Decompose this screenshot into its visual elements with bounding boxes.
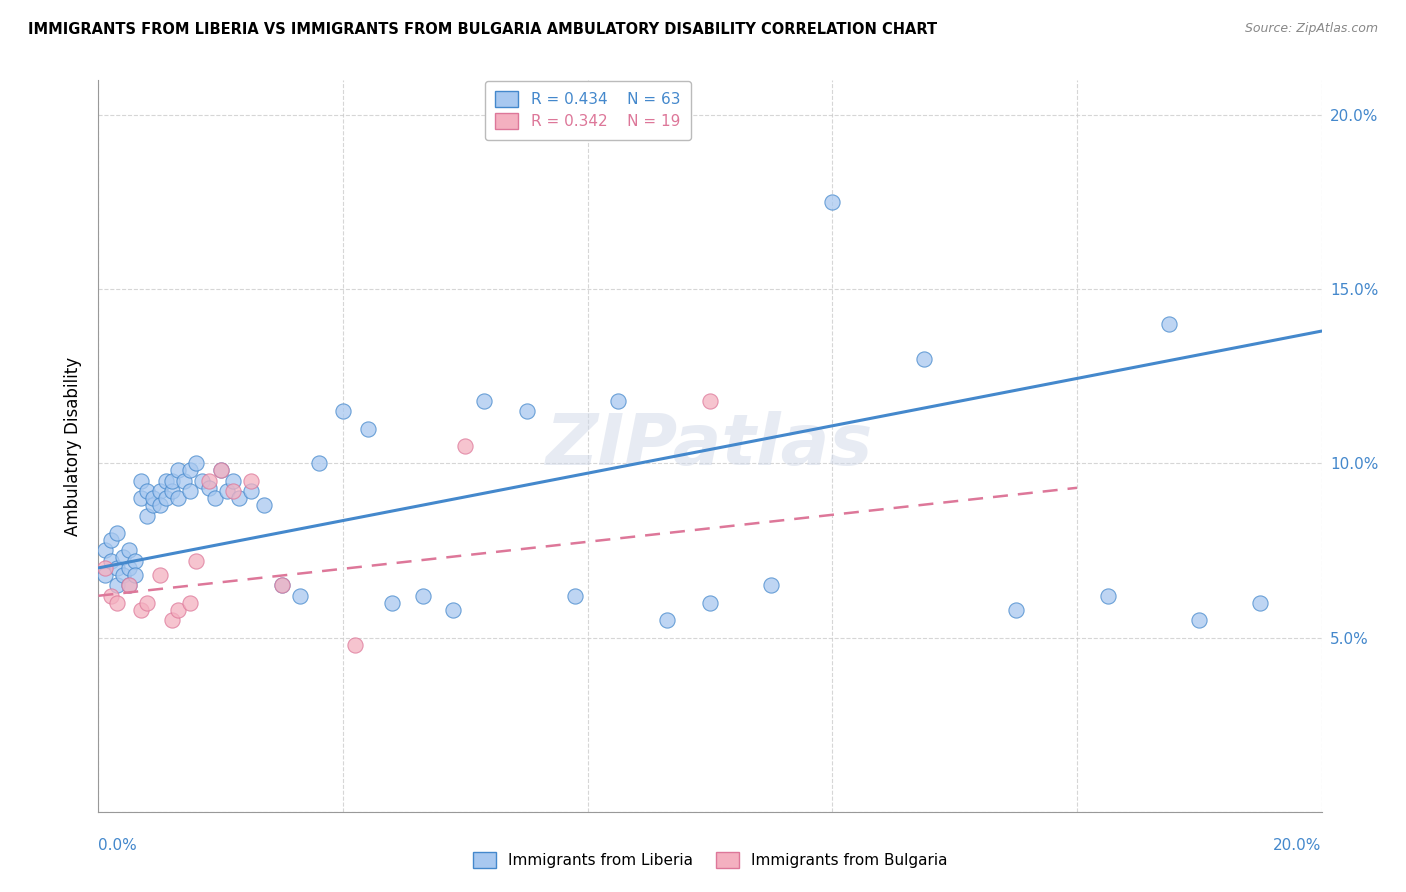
Point xyxy=(179,596,201,610)
Text: IMMIGRANTS FROM LIBERIA VS IMMIGRANTS FROM BULGARIA AMBULATORY DISABILITY CORREL: IMMIGRANTS FROM LIBERIA VS IMMIGRANTS FR… xyxy=(28,22,938,37)
Point xyxy=(167,491,190,506)
Point xyxy=(607,393,630,408)
Point xyxy=(149,567,172,582)
Point xyxy=(118,543,141,558)
Point xyxy=(155,491,177,506)
Point xyxy=(356,421,378,435)
Point xyxy=(142,491,165,506)
Point xyxy=(240,474,263,488)
Y-axis label: Ambulatory Disability: Ambulatory Disability xyxy=(65,357,83,535)
Point xyxy=(100,554,122,568)
Point xyxy=(344,638,367,652)
Point xyxy=(222,474,245,488)
Point xyxy=(105,596,128,610)
Text: ZIPatlas: ZIPatlas xyxy=(547,411,873,481)
Point xyxy=(186,457,208,471)
Point xyxy=(222,484,245,499)
Point xyxy=(381,596,404,610)
Point xyxy=(136,508,159,523)
Point xyxy=(160,484,183,499)
Point xyxy=(129,603,152,617)
Point xyxy=(160,474,183,488)
Point xyxy=(111,567,134,582)
Point xyxy=(912,351,935,366)
Point xyxy=(118,561,141,575)
Point xyxy=(136,596,159,610)
Point xyxy=(252,498,274,512)
Point xyxy=(186,554,208,568)
Point xyxy=(240,484,263,499)
Point xyxy=(1097,589,1119,603)
Point xyxy=(118,578,141,592)
Point xyxy=(129,474,152,488)
Point xyxy=(100,589,122,603)
Point xyxy=(204,491,226,506)
Point xyxy=(105,526,128,541)
Point xyxy=(699,596,721,610)
Point xyxy=(657,613,679,627)
Point xyxy=(173,474,195,488)
Text: 20.0%: 20.0% xyxy=(1274,838,1322,854)
Point xyxy=(209,463,232,477)
Text: 0.0%: 0.0% xyxy=(98,838,138,854)
Point xyxy=(412,589,434,603)
Point xyxy=(290,589,312,603)
Point xyxy=(1188,613,1211,627)
Point xyxy=(516,404,538,418)
Point xyxy=(472,393,495,408)
Point xyxy=(699,393,721,408)
Point xyxy=(124,567,146,582)
Point xyxy=(228,491,250,506)
Point xyxy=(209,463,232,477)
Point xyxy=(215,484,238,499)
Point xyxy=(93,567,115,582)
Point xyxy=(191,474,214,488)
Point xyxy=(118,578,141,592)
Point xyxy=(1157,317,1180,331)
Point xyxy=(270,578,292,592)
Point xyxy=(105,578,128,592)
Point xyxy=(454,439,477,453)
Text: Source: ZipAtlas.com: Source: ZipAtlas.com xyxy=(1244,22,1378,36)
Point xyxy=(1249,596,1271,610)
Point xyxy=(179,484,201,499)
Point xyxy=(155,474,177,488)
Point xyxy=(270,578,292,592)
Point xyxy=(160,613,183,627)
Point xyxy=(149,484,172,499)
Point xyxy=(332,404,354,418)
Point xyxy=(564,589,586,603)
Point xyxy=(441,603,464,617)
Point xyxy=(167,603,190,617)
Legend: Immigrants from Liberia, Immigrants from Bulgaria: Immigrants from Liberia, Immigrants from… xyxy=(464,843,956,877)
Point xyxy=(129,491,152,506)
Point xyxy=(93,543,115,558)
Point xyxy=(105,561,128,575)
Point xyxy=(197,474,219,488)
Point xyxy=(149,498,172,512)
Point xyxy=(821,195,844,210)
Point xyxy=(100,533,122,547)
Point xyxy=(93,561,115,575)
Point xyxy=(167,463,190,477)
Point xyxy=(136,484,159,499)
Point xyxy=(142,498,165,512)
Point xyxy=(759,578,782,592)
Point xyxy=(197,481,219,495)
Point xyxy=(111,550,134,565)
Point xyxy=(308,457,330,471)
Point xyxy=(179,463,201,477)
Point xyxy=(124,554,146,568)
Point xyxy=(1004,603,1026,617)
